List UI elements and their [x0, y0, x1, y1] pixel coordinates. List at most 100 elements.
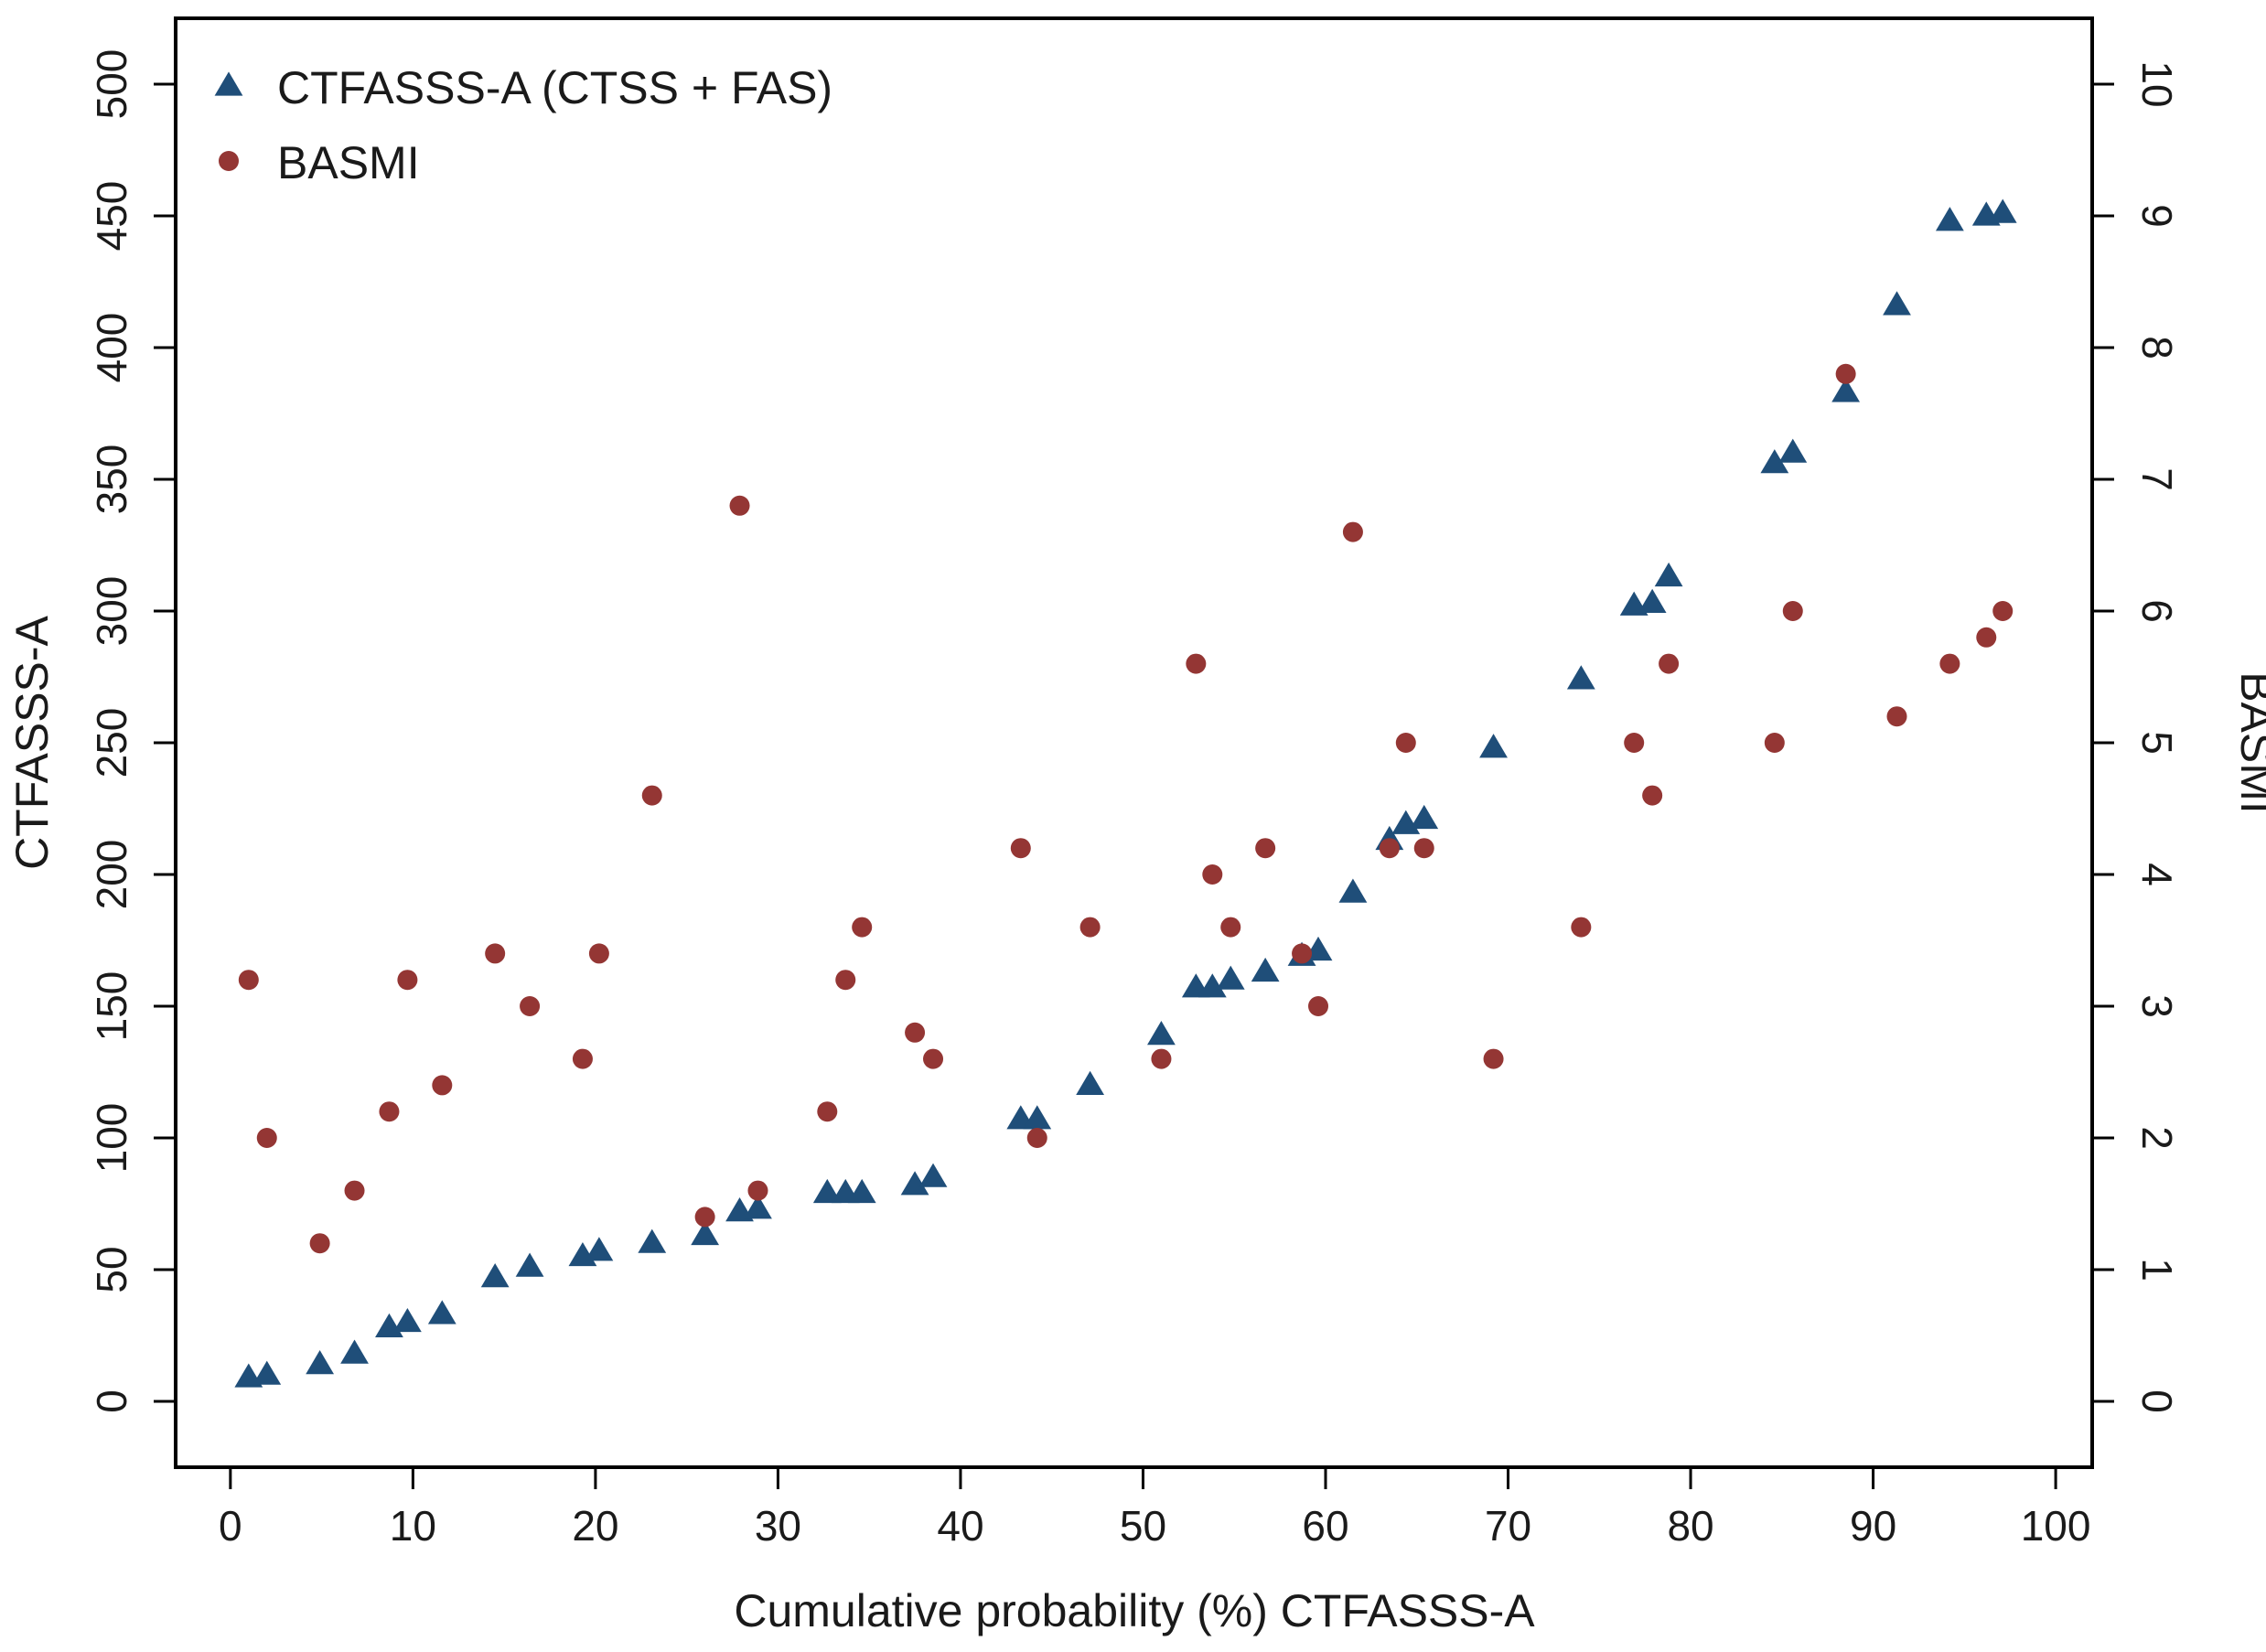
y-right-tick-label-7: 7 [2133, 467, 2181, 491]
ctfasss-a-point [847, 1178, 876, 1204]
y-right-tick-label-2: 2 [2133, 1126, 2181, 1150]
basmi-point [729, 495, 750, 516]
basmi-point [572, 1048, 593, 1069]
basmi-point [923, 1048, 944, 1069]
ctfasss-a-point [900, 1171, 929, 1196]
basmi-point [1202, 864, 1223, 885]
basmi-point [1782, 601, 1803, 621]
ctfasss-a-point [1197, 973, 1227, 998]
y-axis-right-title: BASMI [2231, 671, 2266, 814]
y-left-tick-label-300: 300 [88, 576, 135, 647]
x-tick-label-70: 70 [1485, 1502, 1531, 1550]
basmi-point [238, 970, 259, 991]
basmi-point [1292, 943, 1313, 964]
y-right-tick-label-9: 9 [2133, 204, 2181, 228]
ctfasss-a-point [1410, 804, 1439, 830]
basmi-point [1624, 733, 1645, 753]
x-tick-label-50: 50 [1120, 1502, 1166, 1550]
basmi-point [1151, 1048, 1172, 1069]
y-right-tick-label-8: 8 [2133, 336, 2181, 359]
y-left-tick-label-500: 500 [88, 49, 135, 120]
y-left-tick-label-350: 350 [88, 445, 135, 515]
basmi-point [1483, 1048, 1504, 1069]
y-axis-left-title: CTFASSS-A [6, 615, 58, 869]
basmi-point [835, 970, 856, 991]
basmi-point [1764, 733, 1785, 753]
basmi-point [1939, 653, 1960, 674]
ctfasss-a-point [638, 1228, 667, 1253]
ctfasss-a-point [1778, 438, 1808, 463]
basmi-point [1308, 996, 1329, 1016]
ctfasss-a-point [1760, 449, 1789, 474]
basmi-point [1079, 917, 1101, 938]
ctfasss-a-point [306, 1350, 335, 1375]
ctfasss-a-point [585, 1237, 614, 1261]
x-tick-label-20: 20 [572, 1502, 618, 1550]
ctfasss-a-point [691, 1220, 720, 1246]
basmi-point [1659, 653, 1680, 674]
basmi-point [1835, 363, 1856, 384]
marks-layer [234, 198, 2017, 1388]
x-tick-label-30: 30 [755, 1502, 801, 1550]
x-tick-label-0: 0 [219, 1502, 242, 1550]
ctfasss-a-point [1638, 588, 1667, 613]
ctfasss-a-point [1479, 734, 1508, 758]
ctfasss-a-point [392, 1307, 422, 1333]
basmi-point [588, 943, 609, 964]
y-right-tick-label-0: 0 [2133, 1389, 2181, 1413]
ctfasss-a-point [515, 1252, 544, 1277]
series-basmi [238, 363, 2014, 1254]
basmi-point [817, 1101, 838, 1122]
y-left-tick-label-200: 200 [88, 840, 135, 910]
x-tick-label-80: 80 [1667, 1502, 1713, 1550]
basmi-point [1010, 838, 1031, 859]
ctfasss-a-point [918, 1163, 948, 1187]
legend-label: BASMI [277, 137, 420, 188]
ctfasss-a-point [1076, 1070, 1105, 1095]
y-right-tick-label-4: 4 [2133, 863, 2181, 886]
ctfasss-a-point [1338, 878, 1368, 903]
y-left-tick-label-50: 50 [88, 1246, 135, 1293]
legend-circle-icon [219, 151, 239, 171]
legend-triangle-icon [214, 71, 243, 96]
ctfasss-a-point [480, 1263, 510, 1288]
basmi-point [1342, 521, 1363, 542]
ctfasss-a-point [1147, 1021, 1176, 1046]
legend: CTFASSS-A (CTSS + FAS) BASMI [214, 62, 832, 188]
basmi-point [344, 1180, 365, 1201]
legend-label: CTFASSS-A (CTSS + FAS) [277, 62, 832, 113]
x-tick-label-60: 60 [1302, 1502, 1348, 1550]
basmi-point [1571, 917, 1592, 938]
ctfasss-a-point [812, 1178, 842, 1204]
y-left-tick-label-150: 150 [88, 971, 135, 1042]
ctfasss-a-point [1566, 665, 1595, 690]
basmi-point [1395, 733, 1416, 753]
ctfasss-a-point [1935, 207, 1964, 231]
basmi-point [1379, 838, 1400, 859]
basmi-point [641, 785, 662, 806]
basmi-point [256, 1128, 277, 1148]
basmi-point [1992, 601, 2014, 621]
series-ctfasss-a [234, 198, 2017, 1388]
basmi-point [379, 1101, 400, 1122]
y-right-tick-label-6: 6 [2133, 599, 2181, 623]
y-left-tick-label-100: 100 [88, 1103, 135, 1174]
x-tick-label-100: 100 [2021, 1502, 2091, 1550]
ctfasss-a-point [1251, 957, 1280, 982]
ctfasss-a-point [252, 1360, 282, 1385]
y-right-tick-label-10: 10 [2133, 60, 2181, 107]
basmi-point [852, 917, 873, 938]
y-left-tick-label-450: 450 [88, 181, 135, 252]
basmi-point [520, 996, 541, 1016]
ctfasss-a-point [1654, 562, 1683, 587]
ctfasss-a-point [427, 1300, 456, 1325]
x-axis-title: Cumulative probability (%) CTFASSS-A [734, 1585, 1535, 1636]
basmi-point [1976, 627, 1997, 648]
ctfasss-a-point [1988, 198, 2017, 223]
y-right-tick-label-3: 3 [2133, 994, 2181, 1018]
y-left-tick-label-400: 400 [88, 313, 135, 383]
ctfasss-a-point [1831, 378, 1861, 402]
axis-layer: 0 10 20 30 40 50 60 70 80 90 100050100150200250300… [88, 49, 2181, 1550]
basmi-point [1186, 653, 1207, 674]
x-tick-label-10: 10 [390, 1502, 436, 1550]
